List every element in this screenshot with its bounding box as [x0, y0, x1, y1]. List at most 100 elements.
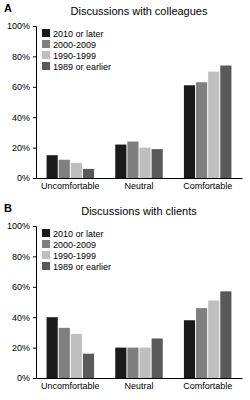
y-tick: 0%: [17, 173, 36, 183]
bar: [152, 149, 163, 178]
panel-letter: A: [4, 2, 12, 14]
legend-item: 1990-1999: [42, 51, 96, 61]
y-tick-label: 0%: [17, 173, 30, 183]
y-tick-mark: [33, 87, 36, 88]
x-tick: Neutral: [124, 378, 153, 391]
legend-label: 2010 or later: [53, 29, 104, 39]
y-tick-mark: [33, 26, 36, 27]
legend-swatch: [42, 40, 50, 48]
legend-label: 2000-2009: [53, 240, 96, 250]
y-tick-label: 60%: [12, 282, 30, 292]
bar: [184, 320, 195, 378]
bars: [47, 66, 232, 178]
y-tick-mark: [33, 317, 36, 318]
x-tick: Uncomfortable: [41, 378, 100, 391]
y-tick: 40%: [12, 113, 36, 123]
bar: [59, 160, 70, 178]
bar: [71, 163, 82, 178]
y-tick-label: 40%: [12, 113, 30, 123]
y-tick: 60%: [12, 282, 36, 292]
bar: [127, 142, 138, 178]
y-tick-mark: [33, 178, 36, 179]
x-axis-line: [37, 178, 243, 179]
bar: [127, 348, 138, 378]
y-axis: 0%20%40%60%80%100%: [7, 221, 37, 383]
y-tick-label: 0%: [17, 373, 30, 383]
legend-item: 1989 or earlier: [42, 62, 111, 72]
bar: [83, 354, 94, 378]
plot-area: 0% 20% 40% 60% 80% 100% Uncomfortable Neutral Co…: [7, 21, 243, 191]
y-tick-mark: [33, 378, 36, 379]
bar: [47, 317, 58, 378]
y-tick: 100%: [7, 21, 36, 31]
y-tick-label: 40%: [12, 313, 30, 323]
chart-title: Discussions with clients: [81, 205, 197, 217]
y-tick-label: 80%: [12, 52, 30, 62]
x-tick-label: Neutral: [124, 181, 153, 191]
panel-letter: B: [4, 202, 12, 214]
y-tick-mark: [33, 148, 36, 149]
bar: [220, 66, 231, 178]
y-tick: 80%: [12, 52, 36, 62]
legend-item: 1989 or earlier: [42, 262, 111, 272]
y-axis-line: [33, 27, 37, 179]
x-tick: Comfortable: [183, 178, 232, 191]
legend-label: 1989 or earlier: [53, 262, 111, 272]
legend-swatch: [42, 51, 50, 59]
bar: [220, 291, 231, 378]
y-tick: 100%: [7, 221, 36, 231]
y-tick-label: 100%: [7, 221, 30, 231]
figure: 0% 20% 40% 60% 80% 100% Uncomfortable Neutral Co…: [0, 0, 250, 400]
bar: [83, 169, 94, 178]
panel: 0%20%40%60%80%100%UncomfortableNeutralCo…: [4, 202, 243, 391]
legend-label: 1990-1999: [53, 251, 96, 261]
bars: [47, 291, 232, 378]
y-axis: 0% 20% 40% 60% 80% 100%: [7, 21, 37, 183]
y-axis-line: [33, 227, 37, 379]
legend: 2010 or later2000-20091990-19991989 or e…: [42, 29, 111, 72]
plot-area: 0%20%40%60%80%100%UncomfortableNeutralCo…: [7, 221, 243, 391]
y-tick: 40%: [12, 313, 36, 323]
legend-swatch: [42, 62, 50, 70]
x-tick: Comfortable: [183, 378, 232, 391]
x-tick-label: Comfortable: [183, 181, 232, 191]
y-tick-label: 100%: [7, 21, 30, 31]
y-tick-label: 20%: [12, 343, 30, 353]
x-tick: Neutral: [124, 178, 153, 191]
legend-swatch: [42, 240, 50, 248]
x-tick-label: Comfortable: [183, 381, 232, 391]
x-axis: Uncomfortable Neutral Comfortable: [37, 178, 243, 191]
y-tick-mark: [33, 226, 36, 227]
y-tick-label: 60%: [12, 82, 30, 92]
y-tick: 60%: [12, 82, 36, 92]
y-tick: 0%: [17, 373, 36, 383]
y-tick-mark: [33, 348, 36, 349]
legend-item: 2010 or later: [42, 29, 104, 39]
bar: [71, 334, 82, 378]
bar: [208, 300, 219, 378]
bar: [59, 328, 70, 378]
legend-item: 2010 or later: [42, 229, 104, 239]
x-tick-label: Uncomfortable: [41, 181, 100, 191]
x-axis-line: [37, 378, 243, 379]
legend-label: 2010 or later: [53, 229, 104, 239]
y-tick-mark: [33, 256, 36, 257]
y-tick-mark: [33, 117, 36, 118]
y-tick: 20%: [12, 343, 36, 353]
chart-title: Discussions with colleagues: [71, 5, 208, 17]
y-tick-label: 20%: [12, 143, 30, 153]
legend-swatch: [42, 251, 50, 259]
legend-label: 1990-1999: [53, 51, 96, 61]
bar: [196, 308, 207, 378]
x-axis: Uncomfortable Neutral Comfortable: [37, 378, 243, 391]
bar: [115, 348, 126, 378]
legend-label: 1989 or earlier: [53, 62, 111, 72]
bar: [47, 155, 58, 178]
y-tick-mark: [33, 56, 36, 57]
legend-label: 2000-2009: [53, 40, 96, 50]
bar: [139, 148, 150, 178]
x-tick: Uncomfortable: [41, 178, 100, 191]
legend-item: 2000-2009: [42, 240, 96, 250]
legend: 2010 or later2000-20091990-19991989 or e…: [42, 229, 111, 272]
bar: [208, 72, 219, 178]
